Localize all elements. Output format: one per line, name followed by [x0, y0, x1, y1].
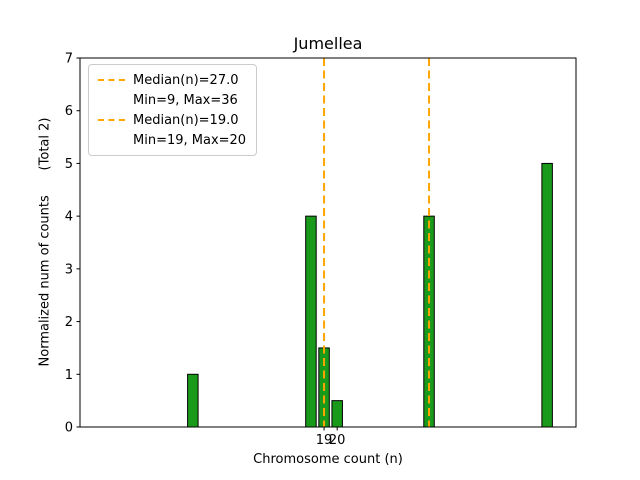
y-tick-label: 5 — [65, 157, 73, 172]
histogram-bar — [187, 373, 199, 428]
legend-minmax-2-label: Min=19, Max=20 — [133, 132, 247, 148]
histogram-bar — [305, 215, 317, 428]
x-tick-label: 19 — [316, 433, 333, 448]
legend-median-1-label: Median(n)=27.0 — [133, 72, 239, 88]
legend-entry-2-range: Min=19, Max=20 — [98, 130, 246, 150]
dashed-line-icon — [98, 79, 125, 81]
histogram-bar — [331, 400, 343, 428]
y-tick-label: 4 — [65, 210, 73, 225]
dashed-line-icon — [98, 119, 125, 121]
x-axis-label: Chromosome count (n) — [253, 452, 403, 467]
axes-spines — [79, 57, 577, 428]
legend: Median(n)=27.0 Min=9, Max=36 Median(n)=1… — [88, 64, 258, 156]
y-tick-label: 2 — [65, 315, 73, 330]
y-tick-label: 0 — [65, 421, 73, 436]
legend-entry-1: Median(n)=27.0 — [98, 70, 246, 90]
y-tick-label: 7 — [65, 52, 73, 67]
histogram-bar — [541, 162, 553, 428]
legend-median-2-label: Median(n)=19.0 — [133, 112, 239, 128]
legend-minmax-1-label: Min=9, Max=36 — [133, 92, 238, 108]
y-axis-label: Normalized num of counts (Total 2) — [37, 117, 53, 367]
chart-title: Jumellea — [293, 34, 363, 53]
x-tick-label: 20 — [329, 433, 346, 448]
y-tick-label: 1 — [65, 368, 73, 383]
y-tick-label: 3 — [65, 262, 73, 277]
y-tick-label: 6 — [65, 104, 73, 119]
legend-entry-2: Median(n)=19.0 — [98, 110, 246, 130]
legend-entry-1-range: Min=9, Max=36 — [98, 90, 246, 110]
